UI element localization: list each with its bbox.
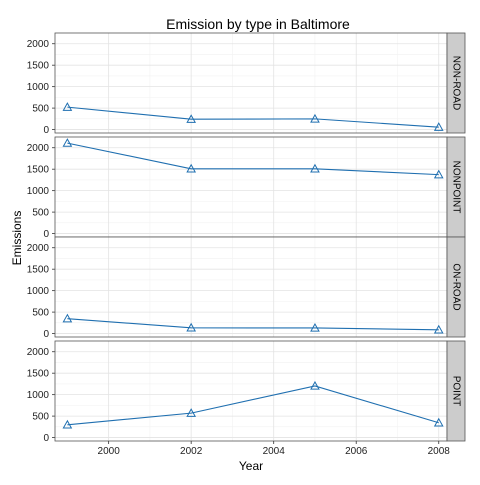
y-tick-label: 1500 bbox=[27, 61, 50, 72]
panel-background bbox=[55, 341, 447, 441]
data-point-marker bbox=[310, 380, 320, 390]
y-tick-label: 500 bbox=[32, 308, 49, 319]
facet-strip-label: ON-ROAD bbox=[450, 263, 461, 310]
y-tick-label: 1000 bbox=[27, 390, 50, 401]
y-tick-label: 2000 bbox=[27, 143, 50, 154]
y-axis-label: Emissions bbox=[10, 211, 24, 266]
facet-strip bbox=[446, 340, 466, 442]
data-point-marker bbox=[433, 324, 444, 334]
y-tick-label: 1500 bbox=[27, 369, 50, 380]
data-point-marker bbox=[62, 313, 73, 323]
data-point-marker bbox=[62, 419, 73, 429]
y-tick-label: 1000 bbox=[27, 186, 50, 197]
data-point-marker bbox=[310, 322, 320, 332]
data-point-marker bbox=[186, 114, 197, 123]
data-point-marker bbox=[62, 138, 73, 147]
data-point-marker bbox=[433, 122, 444, 131]
panel-background bbox=[55, 237, 447, 337]
facet-strip-label: NONPOINT bbox=[450, 161, 461, 214]
y-tick-label: 500 bbox=[32, 208, 49, 219]
panel-nonpoint: 0 500 1000 1500 2000 NONPOINT bbox=[27, 136, 466, 240]
data-point-marker bbox=[186, 163, 197, 173]
data-point-marker bbox=[433, 169, 444, 179]
data-point-marker bbox=[62, 102, 73, 111]
series-line bbox=[67, 142, 439, 176]
y-tick-label: 1000 bbox=[27, 286, 50, 297]
y-tick-label: 1000 bbox=[27, 82, 50, 93]
panel-non-road: 0 500 1000 1500 2000 NON-ROAD bbox=[27, 32, 466, 136]
series-line bbox=[67, 385, 439, 426]
y-tick-label: 500 bbox=[32, 104, 49, 115]
y-tick-label: 0 bbox=[43, 229, 49, 240]
x-tick-label: 2008 bbox=[428, 446, 451, 457]
x-axis-label: Year bbox=[239, 459, 263, 473]
y-tick-label: 1500 bbox=[27, 265, 50, 276]
panel-background bbox=[55, 137, 447, 237]
data-point-marker bbox=[433, 417, 444, 427]
panel-background bbox=[55, 33, 447, 133]
y-tick-label: 0 bbox=[43, 125, 49, 136]
y-tick-label: 2000 bbox=[27, 243, 50, 254]
x-axis: 2000 2002 2004 2006 2008 bbox=[98, 441, 451, 457]
facet-strip bbox=[446, 236, 466, 338]
y-tick-label: 0 bbox=[43, 433, 49, 444]
panel-on-road: 0 500 1000 1500 2000 ON-ROAD bbox=[27, 236, 466, 340]
data-point-marker bbox=[186, 408, 197, 417]
x-tick-label: 2002 bbox=[180, 446, 203, 457]
facet-strip-label: NON-ROAD bbox=[450, 56, 461, 110]
facet-strip-label: POINT bbox=[450, 376, 461, 407]
x-tick-label: 2006 bbox=[345, 446, 368, 457]
series-line bbox=[67, 106, 439, 128]
facet-strip bbox=[446, 32, 466, 134]
data-point-marker bbox=[186, 322, 197, 332]
x-tick-label: 2000 bbox=[98, 446, 121, 457]
y-tick-label: 2000 bbox=[27, 39, 50, 50]
panels: 0 500 1000 1500 2000 NON-ROAD 0 500 1000 1500 2000… bbox=[27, 32, 466, 444]
y-tick-label: 500 bbox=[32, 412, 49, 423]
data-point-marker bbox=[310, 113, 320, 123]
chart-title: Emission by type in Baltimore bbox=[166, 16, 350, 32]
y-tick-label: 2000 bbox=[27, 347, 50, 358]
series-line bbox=[67, 318, 439, 331]
panel-point: 0 500 1000 1500 2000 POINT bbox=[27, 340, 466, 444]
y-tick-label: 0 bbox=[43, 329, 49, 340]
x-tick-label: 2004 bbox=[263, 446, 286, 457]
y-tick-label: 1500 bbox=[27, 165, 50, 176]
data-point-marker bbox=[310, 163, 320, 173]
